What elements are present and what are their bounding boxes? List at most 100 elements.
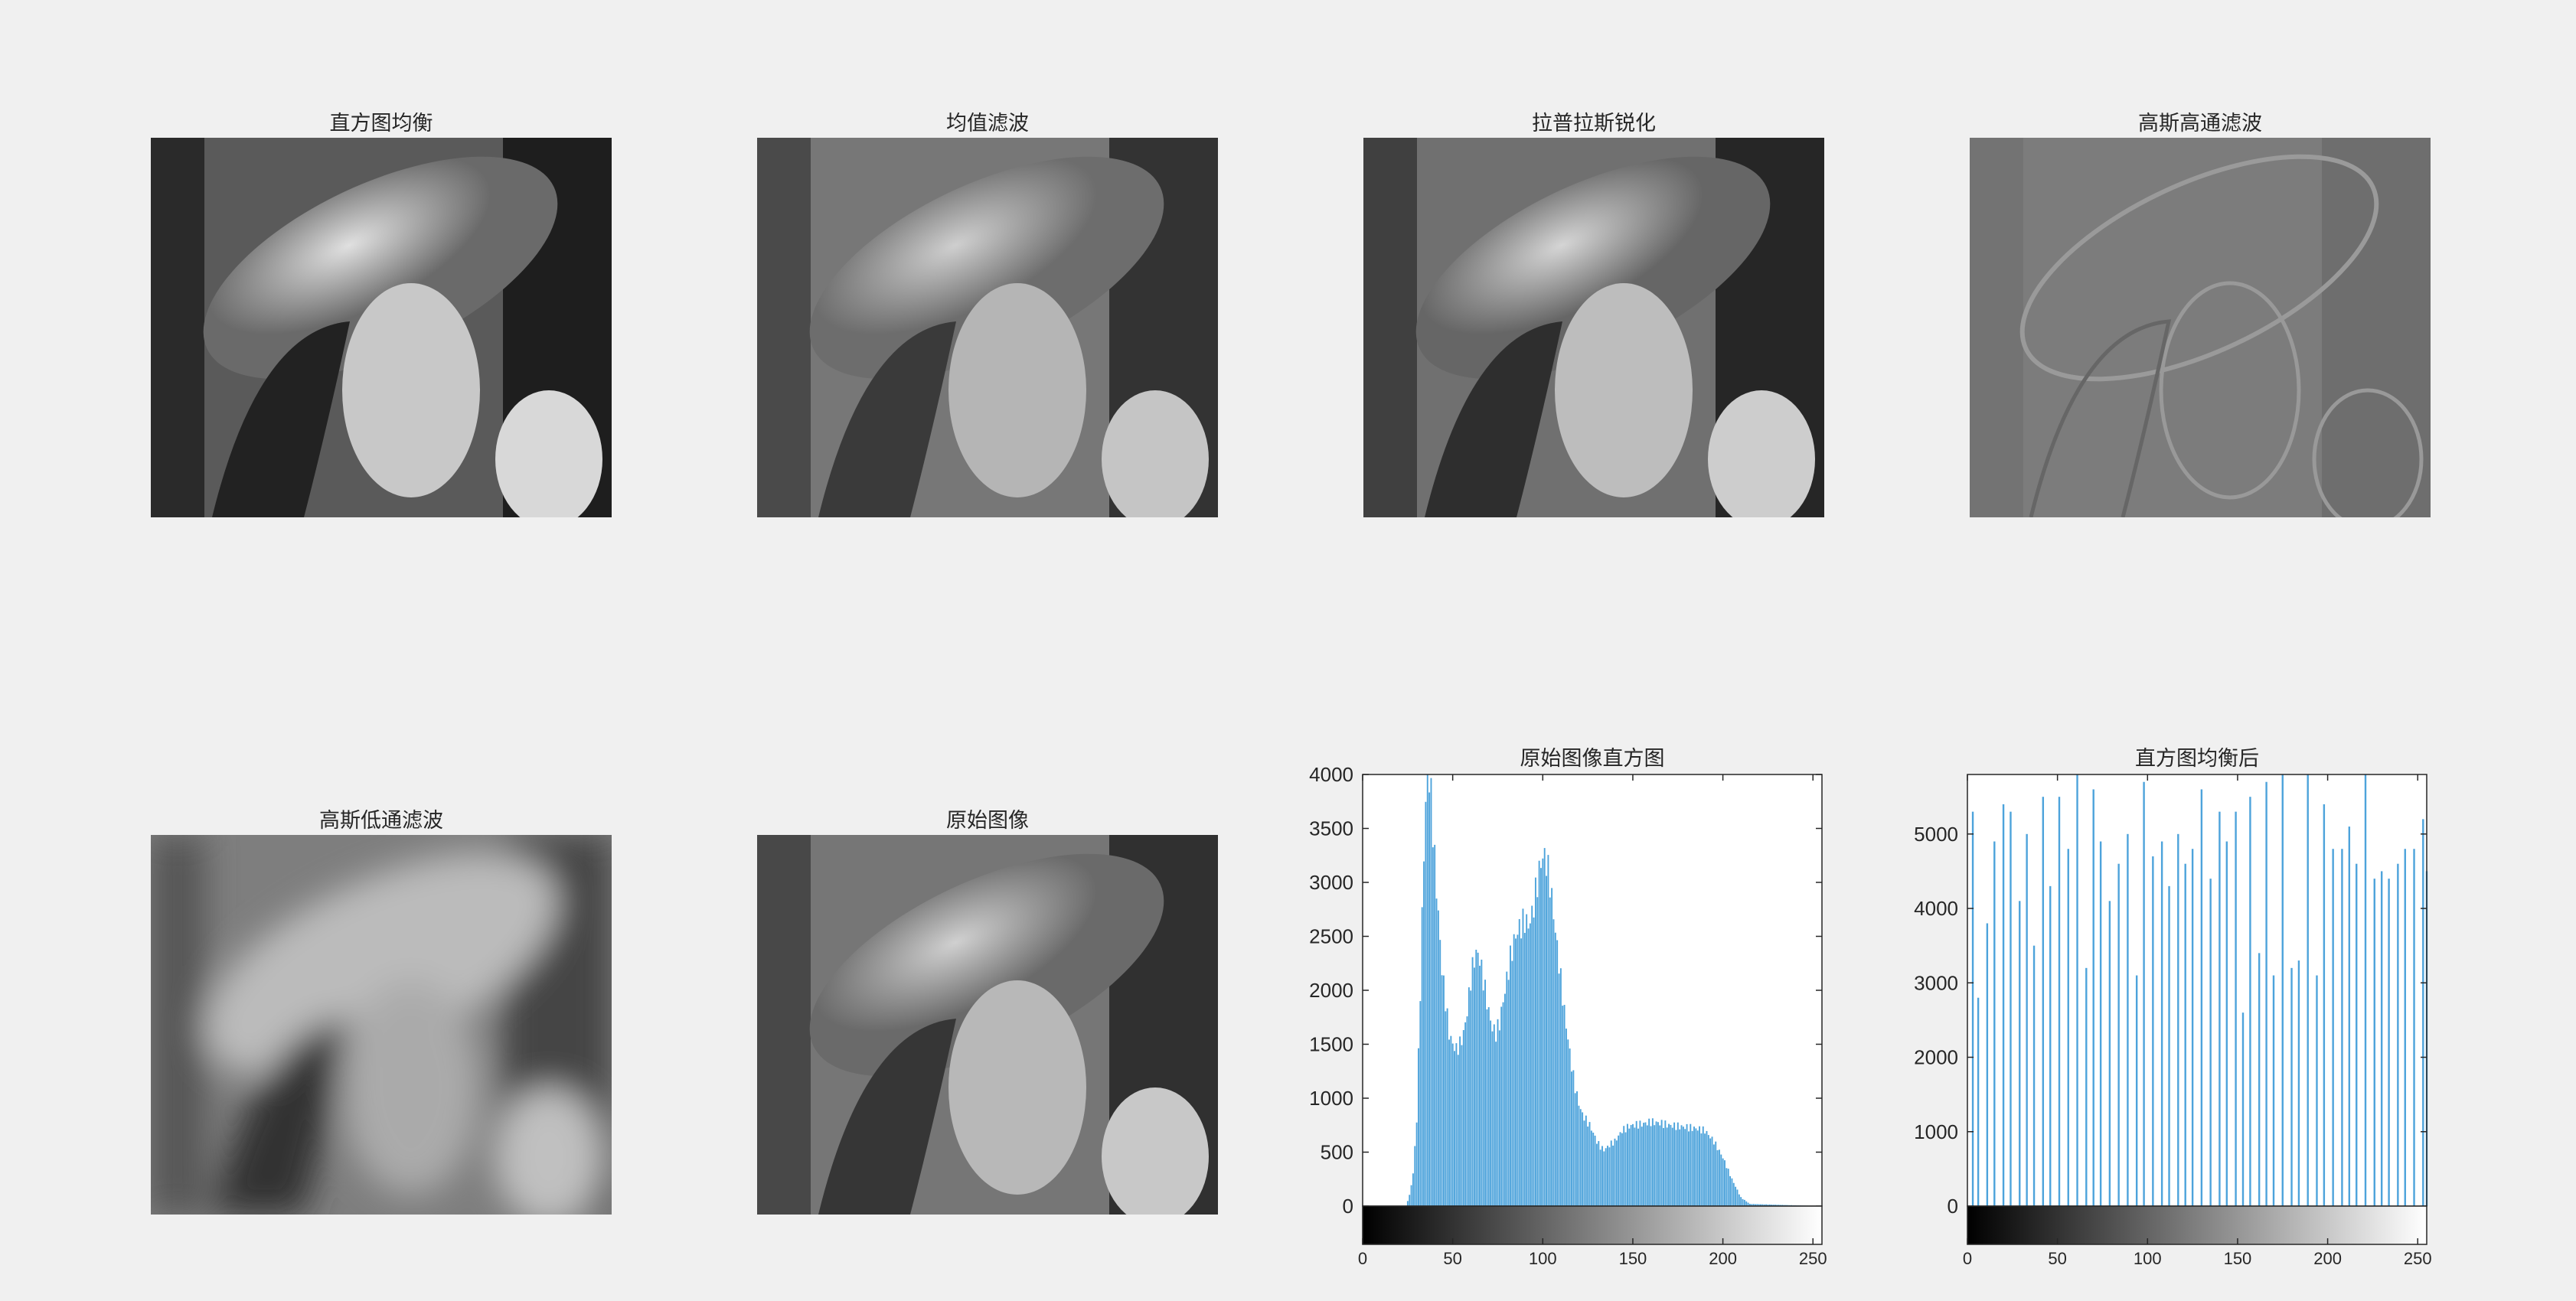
- histogram-bar: [1435, 898, 1438, 1206]
- panel-title: 高斯低通滤波: [319, 809, 443, 833]
- portrait-image: [1363, 138, 1824, 517]
- histogram-bar: [1610, 1140, 1612, 1206]
- histogram-bar: [1523, 932, 1526, 1206]
- histogram-bar: [1670, 1124, 1672, 1206]
- y-tick-label: 3000: [1914, 971, 1958, 994]
- histogram-bar: [1441, 975, 1443, 1206]
- histogram-bar: [1529, 923, 1531, 1206]
- histogram-bar: [1484, 980, 1486, 1206]
- histogram-bar: [1490, 1020, 1492, 1206]
- histogram-bar: [1623, 1126, 1625, 1206]
- histogram-bar: [1574, 1093, 1576, 1206]
- histogram-bar: [1686, 1123, 1688, 1206]
- histogram-bar: [1520, 938, 1523, 1206]
- y-tick-label: 2500: [1309, 925, 1353, 948]
- histogram-bar: [1588, 1122, 1591, 1206]
- histogram-bar: [1421, 907, 1423, 1206]
- histogram-bar: [1592, 1133, 1595, 1206]
- histogram-bar: [2085, 967, 2088, 1206]
- histogram-bar: [1634, 1127, 1636, 1206]
- histogram-bar: [1607, 1146, 1608, 1206]
- histogram-bar: [1582, 1112, 1584, 1206]
- histogram-bar: [1781, 1205, 1784, 1206]
- histogram-bar: [2272, 975, 2275, 1206]
- y-tick-label: 5000: [1914, 823, 1958, 846]
- panel-title: 拉普拉斯锐化: [1532, 112, 1656, 135]
- histogram-bar: [1700, 1133, 1703, 1206]
- histogram-bar: [1605, 1148, 1607, 1206]
- original-histogram-chart: 原始图像直方图 0 500 1000 1500 2000 2500 3000 3500 4000 0…: [1309, 747, 1827, 1268]
- y-tick-label: 500: [1321, 1141, 1353, 1164]
- histogram-bar: [1549, 897, 1551, 1206]
- histogram-bar: [1466, 1016, 1468, 1206]
- histogram-bar: [1464, 1022, 1467, 1206]
- histogram-bar: [2135, 975, 2138, 1206]
- histogram-bar: [1707, 1135, 1709, 1206]
- gaussian-lowpass-image: [151, 835, 612, 1215]
- histogram-bar: [1567, 1039, 1569, 1206]
- x-tick-label: 150: [1619, 1249, 1647, 1268]
- panel-laplacian-sharpen: 拉普拉斯锐化: [1363, 112, 1824, 517]
- x-tick-label: 200: [2313, 1249, 2342, 1268]
- y-tick-label: 2000: [1914, 1046, 1958, 1069]
- plot-area: [1967, 774, 2427, 1206]
- histogram-bar: [1414, 1146, 1416, 1206]
- histogram-bar: [1471, 957, 1474, 1206]
- portrait-image: [757, 138, 1218, 517]
- histogram-bar: [1439, 940, 1441, 1206]
- histogram-bar: [1675, 1130, 1677, 1206]
- histogram-bar: [1495, 1042, 1497, 1206]
- histogram-bar: [1562, 1006, 1564, 1206]
- mean-filter-image: [757, 138, 1218, 517]
- portrait-image: [757, 835, 1218, 1215]
- histogram-bar: [1558, 973, 1560, 1206]
- histogram-bar: [1718, 1149, 1720, 1206]
- y-tick-label: 4000: [1914, 897, 1958, 920]
- histogram-bar: [1536, 897, 1539, 1206]
- histogram-bar: [2117, 863, 2120, 1206]
- panel-title: 直方图均衡: [329, 112, 433, 135]
- histogram-bar: [1768, 1204, 1771, 1206]
- panel-gaussian-highpass: 高斯高通滤波: [1970, 112, 2431, 517]
- histogram-bar: [2281, 774, 2284, 1206]
- y-tick-label: 0: [1343, 1195, 1353, 1218]
- histogram-bar: [1630, 1125, 1632, 1206]
- histogram-bar: [1772, 1205, 1774, 1206]
- x-tick-label: 150: [2224, 1249, 2252, 1268]
- histogram-bar: [1481, 959, 1483, 1206]
- histogram-bar: [1572, 1070, 1575, 1206]
- histogram-bar: [1696, 1130, 1699, 1206]
- histogram-bar: [1500, 1006, 1503, 1206]
- y-tick-label: 4000: [1309, 763, 1353, 786]
- histogram-bar: [1771, 1205, 1773, 1206]
- histogram-bar: [1432, 847, 1434, 1206]
- histogram-bar: [1419, 1001, 1422, 1206]
- portrait-image: [151, 835, 612, 1215]
- histogram-bar: [2191, 849, 2194, 1206]
- histogram-bar: [1552, 919, 1555, 1206]
- histogram-bar: [1585, 1115, 1587, 1206]
- histogram-bar: [1542, 858, 1544, 1206]
- histogram-bar: [1430, 778, 1432, 1206]
- histogram-bar: [1722, 1158, 1724, 1206]
- histogram-bar: [1761, 1204, 1764, 1206]
- histogram-bar: [1720, 1154, 1722, 1206]
- histogram-bar: [2422, 819, 2424, 1206]
- histogram-bar: [2297, 960, 2300, 1206]
- histogram-bar: [1618, 1135, 1620, 1206]
- histogram-bar: [1715, 1141, 1717, 1206]
- histogram-bar: [1506, 971, 1508, 1206]
- x-tick-label: 0: [1963, 1249, 1972, 1268]
- y-tick-label: 0: [1948, 1195, 1958, 1218]
- histogram-bar: [1760, 1204, 1761, 1206]
- histogram-bar: [1693, 1127, 1695, 1206]
- histogram-bar: [1594, 1135, 1596, 1206]
- histogram-bar: [1426, 774, 1428, 1206]
- histogram-bar: [1502, 1002, 1504, 1206]
- histogram-bar: [1637, 1128, 1639, 1206]
- histogram-bar: [1608, 1147, 1611, 1206]
- panel-original: 原始图像: [757, 809, 1218, 1215]
- histogram-bar: [1454, 1051, 1455, 1206]
- histogram-bar: [1632, 1123, 1634, 1206]
